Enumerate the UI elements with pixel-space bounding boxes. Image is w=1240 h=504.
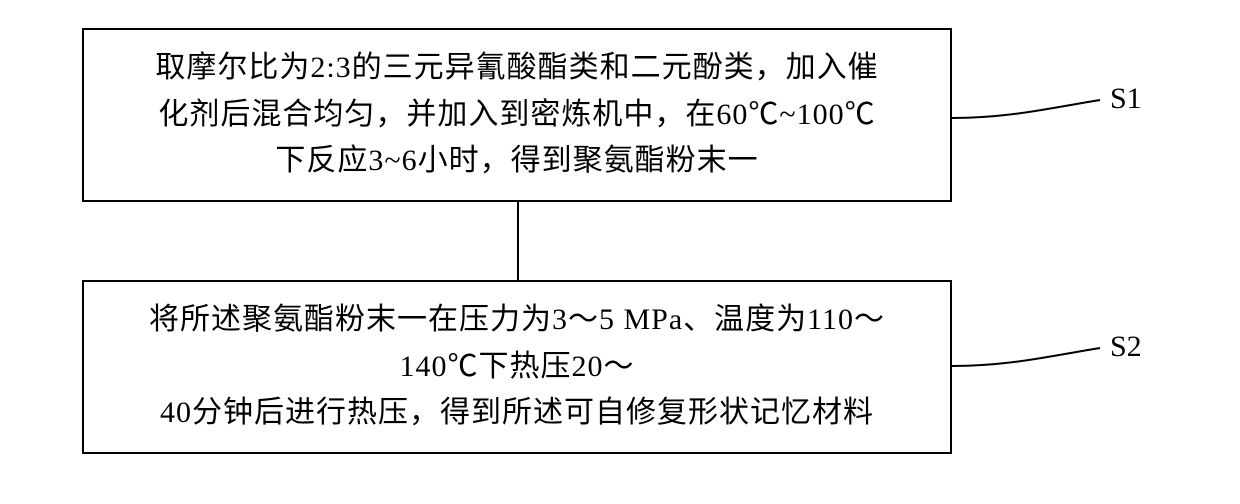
flowchart-canvas: 取摩尔比为2:3的三元异氰酸酯类和二元酚类，加入催 化剂后混合均匀，并加入到密炼… bbox=[0, 0, 1240, 504]
leader-line-s2 bbox=[0, 0, 1240, 504]
step-label-s2: S2 bbox=[1110, 330, 1142, 364]
step-label-s1: S1 bbox=[1110, 82, 1142, 116]
